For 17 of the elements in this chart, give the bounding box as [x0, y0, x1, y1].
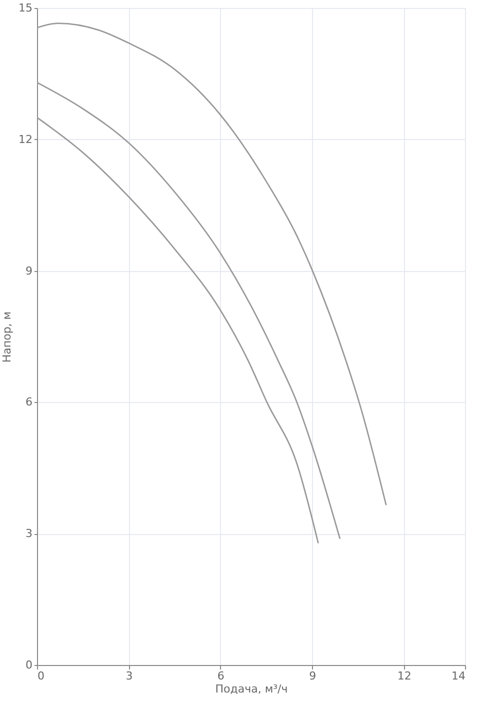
x-tick-label: 9: [309, 670, 316, 682]
x-axis-title: Подача, м³/ч: [215, 682, 288, 696]
y-axis-title: Напор, м: [0, 311, 14, 363]
x-tick-label: 14: [452, 670, 466, 682]
y-tick-label: 3: [26, 527, 32, 540]
x-tick-label: 3: [126, 670, 133, 682]
line-series: [37, 116, 319, 544]
y-tick-label: 15: [18, 2, 32, 14]
y-tick-label: 0: [26, 658, 32, 672]
x-tick-label: 12: [397, 670, 412, 682]
y-tick-label: 9: [26, 264, 32, 278]
y-tick-label: 12: [18, 132, 32, 146]
x-tick-label: 0: [38, 670, 44, 682]
line-series: [37, 22, 387, 506]
x-tick-label: 6: [217, 670, 224, 682]
y-tick-label: 6: [26, 396, 32, 409]
line-series: [37, 82, 341, 540]
